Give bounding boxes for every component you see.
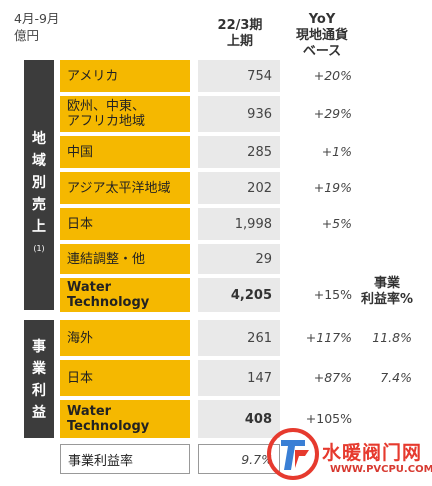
region-row-value: 936 bbox=[198, 96, 280, 132]
watermark-text: 水暖阀门网 bbox=[322, 442, 423, 464]
section-char: 売 bbox=[32, 197, 46, 213]
region-row-yoy: +5% bbox=[321, 216, 352, 231]
region-row-yoy: +1% bbox=[321, 144, 352, 159]
section-label-business-profit: 事 業 利 益 bbox=[24, 320, 54, 438]
unit-currency: 億円 bbox=[14, 28, 40, 43]
label-line: Water bbox=[67, 404, 112, 419]
profit-row-label: 海外 bbox=[60, 320, 190, 356]
watermark-logo-icon bbox=[267, 428, 319, 480]
region-total-label: Water Technology bbox=[60, 278, 190, 312]
section-char: 上 bbox=[32, 219, 46, 235]
section-char: 業 bbox=[32, 361, 46, 377]
unit-label: 4月-9月 億円 bbox=[14, 10, 59, 44]
profit-row-label: 日本 bbox=[60, 360, 190, 396]
region-row-value: 29 bbox=[198, 244, 280, 274]
operating-margin-value: 9.7% bbox=[198, 444, 280, 474]
region-total-value: 4,205 bbox=[198, 278, 280, 312]
yoy-header-line1: YoY bbox=[308, 12, 336, 27]
footnote-marker: (1) bbox=[33, 244, 45, 253]
region-row-label: 欧州、中東、 アフリカ地域 bbox=[60, 96, 190, 132]
profit-row-margin: 11.8% bbox=[372, 330, 412, 345]
yoy-header: YoY 現地通貨 ベース bbox=[282, 12, 362, 60]
region-row-label: 連結調整・他 bbox=[60, 244, 190, 274]
profit-row-value: 147 bbox=[198, 360, 280, 396]
margin-header: 事業 利益率% bbox=[348, 276, 426, 308]
profit-row-yoy: +87% bbox=[313, 370, 352, 385]
section-char: 益 bbox=[32, 405, 46, 421]
section-char: 地 bbox=[32, 131, 46, 147]
region-row-label: 日本 bbox=[60, 208, 190, 240]
yoy-header-line3: ベース bbox=[302, 44, 342, 59]
region-row-yoy: +19% bbox=[313, 180, 352, 195]
section-label-region-sales: 地 域 別 売 上 (1) bbox=[24, 60, 54, 310]
profit-row-yoy: +117% bbox=[305, 330, 352, 345]
section-char: 別 bbox=[32, 175, 46, 191]
region-row-label: アメリカ bbox=[60, 60, 190, 92]
section-char: 利 bbox=[32, 383, 46, 399]
label-line: Water bbox=[67, 280, 112, 295]
region-row-value: 1,998 bbox=[198, 208, 280, 240]
period-header-line1: 22/3期 bbox=[217, 18, 263, 33]
margin-header-line1: 事業 bbox=[373, 276, 400, 291]
region-row-label: 中国 bbox=[60, 136, 190, 168]
region-row-value: 285 bbox=[198, 136, 280, 168]
region-row-yoy: +29% bbox=[313, 106, 352, 121]
profit-total-label: Water Technology bbox=[60, 400, 190, 438]
period-header-line2: 上期 bbox=[226, 34, 253, 49]
profit-row-margin: 7.4% bbox=[380, 370, 412, 385]
label-line: Technology bbox=[67, 419, 150, 434]
period-header: 22/3期 上期 bbox=[205, 18, 275, 50]
profit-row-value: 261 bbox=[198, 320, 280, 356]
region-total-yoy: +15% bbox=[313, 287, 352, 302]
yoy-header-line2: 現地通貨 bbox=[295, 28, 348, 43]
section-char: 事 bbox=[32, 339, 46, 355]
profit-total-yoy: +105% bbox=[305, 411, 352, 426]
operating-margin-label: 事業利益率 bbox=[60, 444, 190, 474]
unit-period: 4月-9月 bbox=[14, 11, 60, 26]
region-row-value: 202 bbox=[198, 172, 280, 204]
label-line: アフリカ地域 bbox=[67, 114, 146, 129]
region-row-value: 754 bbox=[198, 60, 280, 92]
label-line: Technology bbox=[67, 295, 150, 310]
margin-header-line2: 利益率% bbox=[360, 292, 414, 307]
watermark-url: WWW.PVCPU.COM bbox=[330, 464, 432, 475]
region-row-yoy: +20% bbox=[313, 68, 352, 83]
region-row-label: アジア太平洋地域 bbox=[60, 172, 190, 204]
label-line: 欧州、中東、 bbox=[67, 99, 146, 114]
section-char: 域 bbox=[32, 153, 46, 169]
profit-total-value: 408 bbox=[198, 400, 280, 438]
